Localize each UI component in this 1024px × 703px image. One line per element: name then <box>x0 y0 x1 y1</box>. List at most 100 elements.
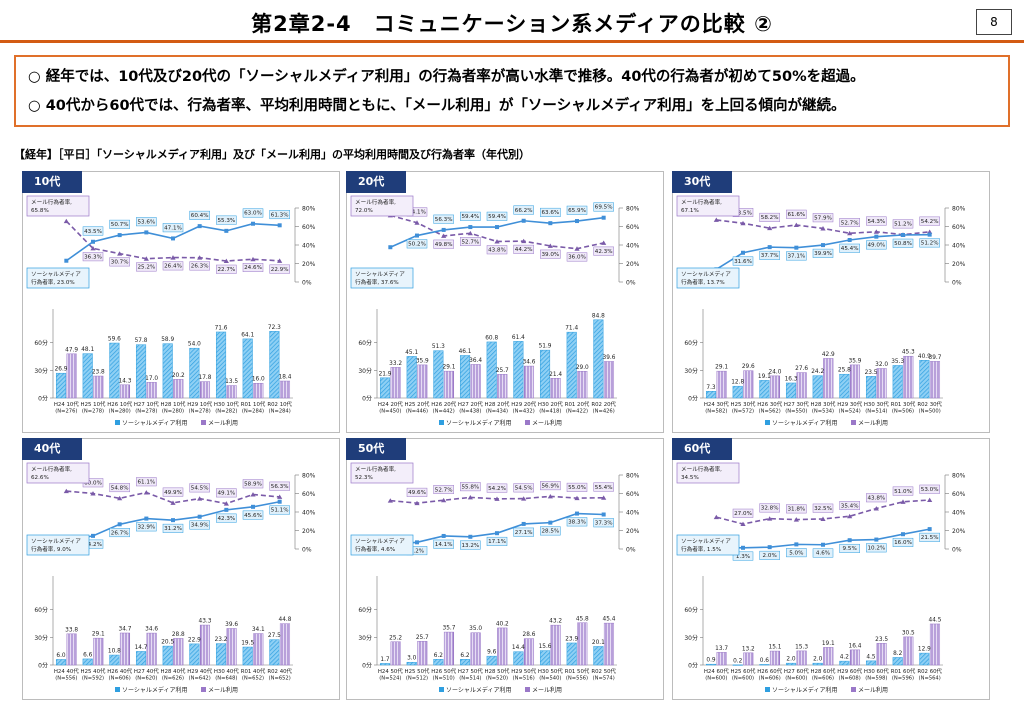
mail-bar-value: 32.0 <box>875 362 888 368</box>
social-rate-marker <box>521 521 526 526</box>
mail-rate-label-text: 54.5% <box>515 486 533 492</box>
mail-rate-label-box <box>812 213 834 223</box>
social-rate-label: 13.2% <box>460 540 481 550</box>
mail-bar-value: 17.0 <box>145 376 158 382</box>
x-tick-sample-label: (N=418) <box>539 409 561 415</box>
social-rate-label: 55.3% <box>216 215 237 225</box>
social-rate-label-text: 21.5% <box>921 535 939 541</box>
x-tick-label: R02 30代 <box>917 400 942 408</box>
x-tick-sample-label: (N=540) <box>539 676 561 682</box>
mail-bar <box>796 650 807 666</box>
legend-mail-swatch <box>851 420 856 425</box>
mail-bar <box>470 364 481 399</box>
mail-rate-label: 31.8% <box>786 504 807 514</box>
social-rate-label-text: 47.1% <box>164 225 182 231</box>
mail-rate-marker <box>250 492 256 497</box>
legend-social-label: ソーシャルメディア利用 <box>446 686 511 694</box>
social-rate-label-box <box>433 214 454 224</box>
social-rate-label-box <box>866 240 887 250</box>
x-tick-label: H30 60代 <box>864 667 889 675</box>
social-rate-label-text: 7.2% <box>410 548 424 554</box>
mail-bar <box>226 385 237 399</box>
x-tick-label: H25 50代 <box>405 667 430 675</box>
x-tick-label: H27 50代 <box>458 667 483 675</box>
social-rate-marker <box>251 504 255 509</box>
title-divider <box>0 40 1024 43</box>
mail-bar <box>603 361 615 399</box>
social-rate-label: 63.0% <box>242 208 264 218</box>
social-rate-label-text: 63.0% <box>244 211 262 217</box>
mail-bar-value: 35.9 <box>849 358 862 364</box>
mail-rate-label-box <box>269 264 290 274</box>
social-rate-label-text: 4.6% <box>816 551 830 557</box>
social-rate-marker <box>117 233 122 238</box>
x-tick-sample-label: (N=276) <box>55 409 77 415</box>
x-tick-sample-label: (N=550) <box>785 409 807 415</box>
summary-line-2: ○ 40代から60代では、行為者率、平均利用時間ともに、「メール利用」が「ソーシ… <box>28 98 846 114</box>
mail-callout-box <box>26 195 90 217</box>
mail-rate-marker <box>793 222 799 228</box>
social-bar-value: 3.0 <box>407 656 417 662</box>
mail-rate-label-text: 54.3% <box>867 219 885 225</box>
mail-rate-label: 22.9% <box>269 264 290 274</box>
rate-axis-tick-label: 80% <box>626 206 640 213</box>
x-tick-sample-label: (N=278) <box>189 409 211 415</box>
social-rate-marker <box>495 531 499 536</box>
mail-callout-text-2: 65.8% <box>31 208 49 214</box>
mail-rate-label-box <box>109 483 130 493</box>
social-bar <box>593 319 604 399</box>
social-rate-label-box <box>460 540 481 550</box>
mail-rate-label-box <box>242 479 264 489</box>
x-tick-sample-label: (N=534) <box>812 409 834 415</box>
mail-bar <box>769 650 781 666</box>
social-rate-label-text: 1.3% <box>736 554 750 560</box>
social-rate-label-box <box>162 523 184 533</box>
mail-bar-value: 29.1 <box>92 632 105 638</box>
social-bar <box>593 646 604 666</box>
social-rate-label: 5.0% <box>786 548 807 558</box>
social-rate-label: 27.1% <box>513 527 534 537</box>
mail-bar <box>253 382 264 399</box>
social-bar-value: 72.3 <box>268 325 281 331</box>
legend-mail-swatch <box>201 687 206 692</box>
social-bar-value: 1.7 <box>380 657 390 663</box>
chart-panel-10s: 10代 80% 60% 40% 20% 0% 60分 30分 0分 26.9 47.9 H24 10… <box>22 171 340 433</box>
social-bar-value: 6.0 <box>56 653 66 659</box>
social-rate-marker <box>197 514 202 519</box>
x-tick-label: H29 40代 <box>187 667 212 675</box>
mail-bar-value: 39.6 <box>225 622 238 628</box>
mail-rate-label: 43.8% <box>486 245 508 255</box>
mail-rate-callout: メール行為者率, 34.5% <box>676 462 740 484</box>
mail-rate-marker <box>574 495 580 501</box>
social-rate-label: 39.9% <box>812 248 834 258</box>
x-tick-label: H25 10代 <box>81 400 106 408</box>
social-bar-value: 9.6 <box>487 650 497 656</box>
time-axis-tick-label: 30分 <box>684 367 698 375</box>
mail-rate-callout: メール行為者率, 67.1% <box>676 195 740 217</box>
mail-rate-label: 51.2% <box>892 219 914 229</box>
social-bar-value: 57.8 <box>135 338 148 344</box>
mail-bar <box>443 370 455 399</box>
social-rate-marker <box>197 224 202 229</box>
x-tick-sample-label: (N=626) <box>162 676 184 682</box>
social-rate-label: 61.3% <box>269 210 290 220</box>
mail-bar-value: 44.5 <box>929 617 942 623</box>
mail-rate-marker <box>601 240 607 245</box>
mail-rate-label-text: 58.2% <box>761 215 779 221</box>
social-rate-label-text: 10.2% <box>867 546 885 552</box>
social-bar <box>459 659 471 666</box>
rate-axis-tick-label: 40% <box>302 510 316 517</box>
social-rate-label: 31.2% <box>162 523 184 533</box>
mail-bar <box>417 641 428 666</box>
x-tick-sample-label: (N=564) <box>919 676 941 682</box>
social-rate-label-box <box>759 250 780 260</box>
x-tick-sample-label: (N=280) <box>109 409 131 415</box>
mail-rate-label-box <box>839 501 860 511</box>
rate-axis-tick-label: 60% <box>302 224 316 231</box>
social-bar-value: 51.3 <box>432 344 445 350</box>
mail-rate-label-text: 52.7% <box>461 239 479 245</box>
mail-rate-label-box <box>433 485 454 495</box>
mail-rate-label-text: 52.7% <box>435 487 453 493</box>
